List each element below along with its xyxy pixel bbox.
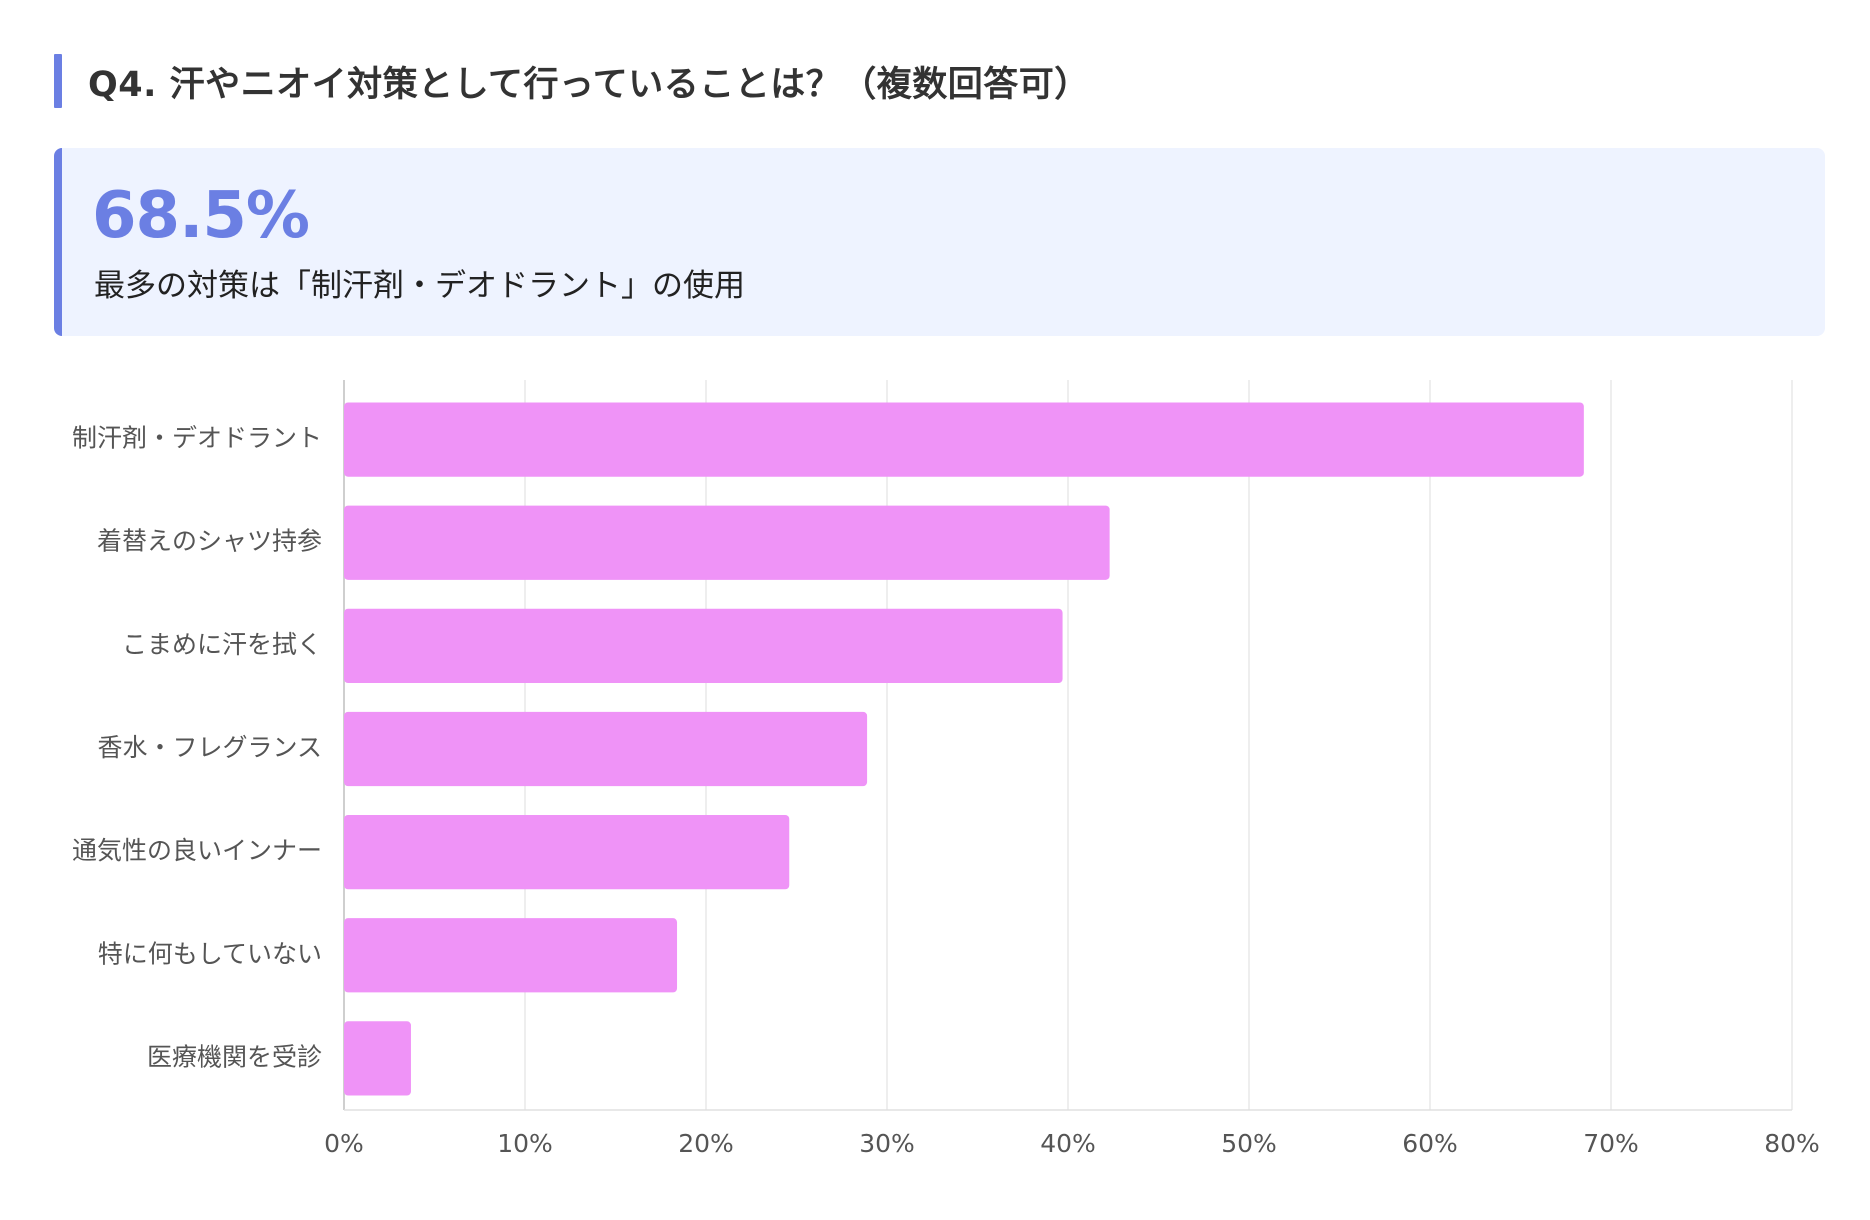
bar-chart-svg: 制汗剤・デオドラント着替えのシャツ持参こまめに汗を拭く香水・フレグランス通気性の… xyxy=(72,380,1820,1158)
bar-chart: 制汗剤・デオドラント着替えのシャツ持参こまめに汗を拭く香水・フレグランス通気性の… xyxy=(0,380,1870,1220)
x-tick-label: 60% xyxy=(1402,1129,1458,1158)
x-tick-label: 80% xyxy=(1764,1129,1820,1158)
category-label: 着替えのシャツ持参 xyxy=(97,527,322,556)
question-heading: Q4. 汗やニオイ対策として行っていることは？（複数回答可） xyxy=(54,54,1090,108)
bar xyxy=(344,711,868,787)
category-label: こまめに汗を拭く xyxy=(122,630,322,659)
bar xyxy=(344,505,1110,580)
category-label: 制汗剤・デオドラント xyxy=(72,424,322,453)
bar xyxy=(344,1021,411,1096)
highlight-callout: 68.5% 最多の対策は「制汗剤・デオドラント」の使用 xyxy=(54,148,1825,336)
category-label: 医療機関を受診 xyxy=(147,1042,322,1071)
question-title: Q4. 汗やニオイ対策として行っていることは？（複数回答可） xyxy=(88,64,1090,105)
bar xyxy=(344,402,1584,477)
bar xyxy=(344,918,678,993)
bar xyxy=(344,608,1063,683)
x-tick-label: 40% xyxy=(1040,1129,1096,1158)
heading-accent-bar xyxy=(54,54,62,108)
x-tick-label: 70% xyxy=(1583,1129,1639,1158)
category-label: 通気性の良いインナー xyxy=(72,836,322,865)
x-tick-label: 20% xyxy=(678,1129,734,1158)
highlight-value: 68.5% xyxy=(92,179,310,253)
x-tick-label: 10% xyxy=(497,1129,553,1158)
x-tick-label: 0% xyxy=(324,1129,364,1158)
x-tick-label: 50% xyxy=(1221,1129,1277,1158)
highlight-caption: 最多の対策は「制汗剤・デオドラント」の使用 xyxy=(94,268,745,304)
x-tick-label: 30% xyxy=(859,1129,915,1158)
category-label: 特に何もしていない xyxy=(98,939,322,968)
bar xyxy=(344,815,790,890)
category-label: 香水・フレグランス xyxy=(97,733,322,762)
